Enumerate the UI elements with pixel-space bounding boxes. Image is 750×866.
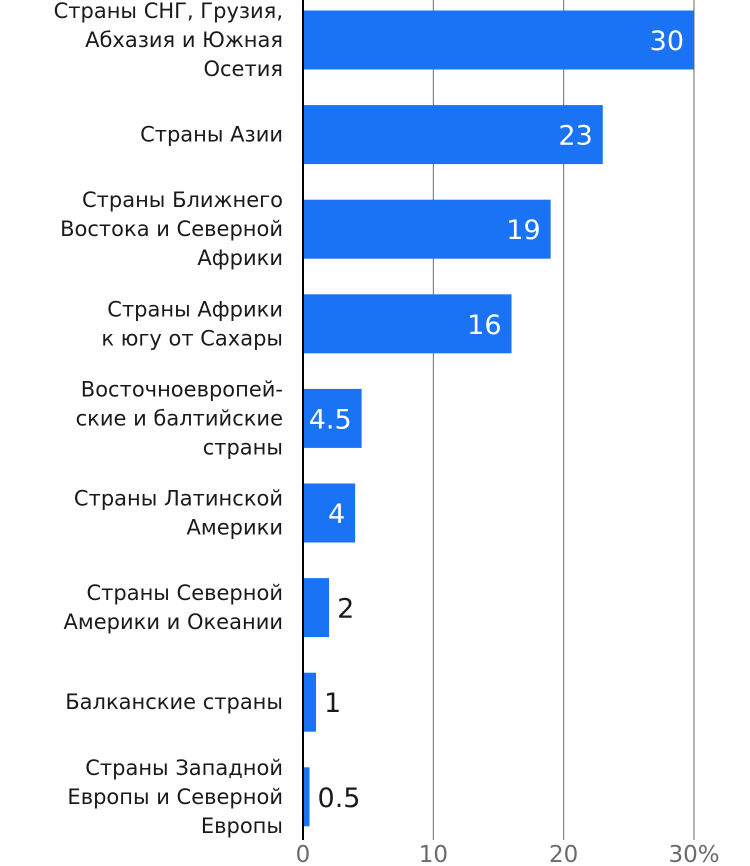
category-label-line: Страны Африки [107,297,283,321]
category-label-line: Осетия [203,57,283,81]
category-label-line: Страны Азии [140,123,283,147]
value-label-5: 4 [328,499,345,530]
category-label-1: Страны Азии [140,123,283,147]
bar-2 [303,199,551,259]
category-label-0: Страны СНГ, Грузия, Абхазия и Южная Осетия [54,0,283,81]
value-label-8: 0.5 [318,783,361,814]
category-label-line: Европы и Северной [67,785,283,809]
value-label-1: 23 [558,121,592,152]
category-label-line: Балканские страны [65,690,283,714]
category-label-6: Страны Северной Америки и Океании [64,581,283,634]
category-label-line: Европы [201,814,283,838]
category-label-line: к югу от Сахары [101,326,283,350]
category-label-line: Востока и Северной [60,217,283,241]
value-label-2: 19 [506,215,540,246]
x-tick-label-3: 30% [668,842,719,866]
value-label-7: 1 [324,688,341,719]
x-tick-label-2: 20 [549,842,578,866]
category-label-2: Страны Ближнего Востока и Северной Африки [60,188,283,270]
bar-3 [303,294,512,354]
category-label-line: ские и балтийские [76,406,283,430]
category-label-line: Страны Северной [86,581,283,605]
value-label-0: 30 [650,26,684,57]
bar-4 [303,388,362,448]
value-label-6: 2 [337,594,354,625]
category-label-4: Восточноевропей-ские и балтийские страны [76,377,283,459]
bar-1 [303,105,603,165]
category-label-line: Страны Латинской [74,487,283,511]
category-label-line: Восточноевропей- [81,377,283,401]
x-tick-label-1: 10 [419,842,448,866]
category-label-7: Балканские страны [65,690,283,714]
bar-0 [303,10,694,70]
category-label-line: Страны СНГ, Грузия, [54,0,283,23]
category-label-3: Страны Африки к югу от Сахары [101,297,283,350]
category-label-line: Страны Ближнего [82,188,283,212]
category-label-line: Америки и Океании [64,610,283,634]
value-label-4: 4.5 [309,404,352,435]
x-tick-label-0: 0 [296,842,311,866]
bar-8 [303,767,310,827]
category-label-line: Америки [187,516,283,540]
bar-5 [303,483,356,543]
category-label-line: Страны Западной [85,756,283,780]
category-label-line: Африки [197,246,283,270]
category-label-8: Страны Западной Европы и Северной Европы [67,756,283,838]
bar-7 [303,672,317,732]
category-label-5: Страны Латинской Америки [74,487,283,540]
value-label-3: 16 [467,310,501,341]
category-label-line: Абхазия и Южная [85,28,283,52]
category-label-line: страны [203,435,283,459]
bar-6 [303,578,330,638]
